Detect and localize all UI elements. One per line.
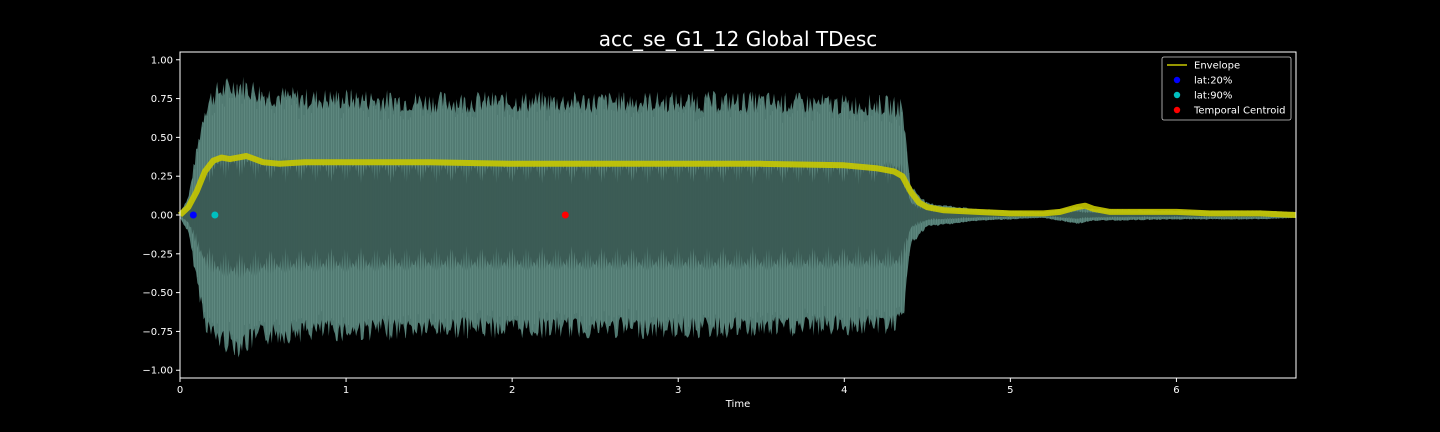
legend-handle-lat20-point [1173,76,1181,84]
x-tick-label: 4 [841,385,847,396]
lat90-point [211,211,219,219]
y-tick-label: 1.00 [151,55,173,66]
x-tick-label: 2 [509,385,515,396]
y-tick-label: 0.00 [151,211,173,222]
y-tick-label: 0.25 [151,172,173,183]
legend-label: Envelope [1194,61,1240,72]
y-tick-label: −0.50 [142,288,173,299]
envelope-line [177,153,1297,218]
y-axis: 1.00 0.75 0.50 0.25 0.00 −0.25 −0.50 −0.75 −1.00 [142,55,180,377]
temporal-centroid-point [561,211,569,219]
y-tick-label: −1.00 [142,366,173,377]
waveform [179,76,1297,358]
waveform-core [180,151,1296,279]
x-tick-label: 1 [343,385,349,396]
lat20-point [189,211,197,219]
x-tick-label: 5 [1007,385,1013,396]
x-tick-label: 0 [177,385,183,396]
x-axis-title: Time [725,399,750,410]
y-tick-label: 0.75 [151,94,173,105]
x-axis: 0 1 2 3 4 5 6 [177,378,1180,396]
y-tick-label: 0.50 [151,133,173,144]
chart-title: acc_se_G1_12 Global TDesc [599,27,878,51]
legend: Envelope lat:20% lat:90% Temporal Centroid [1161,56,1292,121]
legend-label: lat:90% [1194,91,1232,102]
legend-handle-lat90-point [1173,91,1181,99]
legend-box [1161,56,1292,121]
legend-items: Envelope lat:20% lat:90% Temporal Centroid [1167,61,1286,117]
series-layer [177,153,1297,219]
y-tick-label: −0.25 [142,249,173,260]
legend-label: Temporal Centroid [1193,106,1286,117]
x-tick-label: 6 [1173,385,1179,396]
x-tick-label: 3 [675,385,681,396]
y-tick-label: −0.75 [142,327,173,338]
legend-handle-temporal-centroid-point [1173,106,1181,114]
legend-label: lat:20% [1194,76,1232,87]
